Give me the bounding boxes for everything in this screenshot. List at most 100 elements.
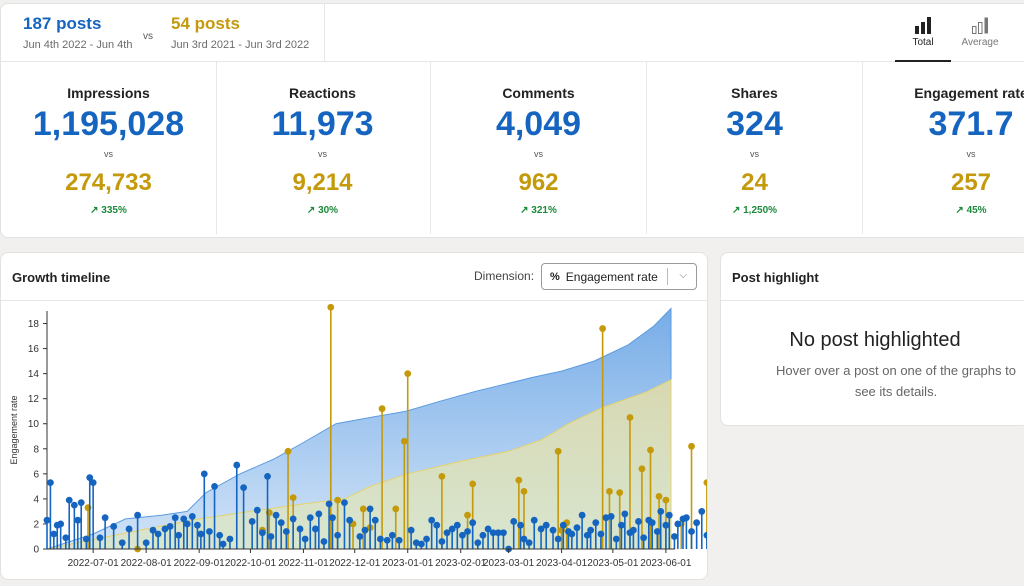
previous-post-point xyxy=(404,370,412,378)
x-tick-label: 2023-05-01 xyxy=(587,558,639,569)
metric-change: ↗ 30% xyxy=(306,205,339,216)
current-post-point xyxy=(248,518,256,525)
current-post-point xyxy=(272,511,280,519)
current-post-point xyxy=(640,534,648,542)
dimension-select[interactable]: % Engagement rate ⌵ xyxy=(541,263,697,290)
current-post-point xyxy=(395,536,403,544)
current-post-point xyxy=(346,516,353,524)
metric-previous-value: 257 xyxy=(950,169,992,196)
metric-previous-value: 24 xyxy=(741,169,768,196)
current-post-point xyxy=(671,533,678,540)
current-post-point xyxy=(597,530,605,538)
total-toggle[interactable]: Total xyxy=(895,14,951,62)
metric-current-value: 371.7 xyxy=(928,105,1014,143)
current-post-point xyxy=(592,519,600,527)
current-post-point xyxy=(648,519,656,527)
y-tick-label: 18 xyxy=(28,319,40,330)
current-post-point xyxy=(371,516,379,524)
x-tick-label: 2022-10-01 xyxy=(225,558,277,569)
current-post-point xyxy=(43,516,51,524)
previous-post-point xyxy=(400,437,408,445)
previous-post-point xyxy=(392,505,400,513)
current-date-range: Jun 4th 2022 - Jun 4th xyxy=(23,39,133,51)
current-post-point xyxy=(312,525,319,533)
current-post-point xyxy=(171,514,179,522)
current-post-point xyxy=(226,535,234,543)
x-tick-label: 2022-07-01 xyxy=(68,558,120,569)
current-post-point xyxy=(216,531,224,539)
current-post-point xyxy=(306,514,314,522)
percent-icon: % xyxy=(550,270,560,283)
previous-posts-count: 54 posts xyxy=(171,14,240,33)
dimension-select-value: Engagement rate xyxy=(565,269,658,284)
current-post-point xyxy=(383,536,391,544)
current-post-point xyxy=(418,540,425,548)
current-post-point xyxy=(77,499,85,507)
metric-previous-value: 274,733 xyxy=(65,169,152,196)
current-post-point xyxy=(618,521,625,529)
current-post-point xyxy=(484,525,492,533)
current-post-point xyxy=(101,514,109,522)
previous-post-point xyxy=(703,479,707,487)
current-post-point xyxy=(464,528,471,535)
current-post-point xyxy=(47,479,54,487)
previous-post-point xyxy=(359,505,367,513)
current-post-point xyxy=(428,516,436,524)
y-tick-label: 0 xyxy=(33,545,39,556)
current-post-point xyxy=(448,525,456,533)
growth-timeline-chart[interactable]: 0 2 4 6 8 10 12 14 16 18 Engagement rate 2022-07-01… xyxy=(1,301,707,579)
previous-post-point xyxy=(647,446,654,454)
previous-post-point xyxy=(327,303,335,311)
current-post-point xyxy=(329,514,336,522)
previous-post-point xyxy=(554,447,562,455)
previous-post-point xyxy=(638,465,646,473)
x-tick-label: 2023-04-01 xyxy=(536,558,588,569)
current-post-point xyxy=(474,539,482,547)
current-post-point xyxy=(233,461,241,469)
x-tick-label: 2023-03-01 xyxy=(483,558,535,569)
current-post-point xyxy=(253,506,261,514)
previous-post-point xyxy=(378,405,386,413)
current-post-point xyxy=(200,470,208,478)
current-post-point xyxy=(315,510,323,518)
x-tick-label: 2022-08-01 xyxy=(121,558,173,569)
current-post-point xyxy=(443,529,451,537)
current-post-point xyxy=(537,525,545,533)
current-post-point xyxy=(82,535,90,543)
x-tick-label: 2022-11-01 xyxy=(278,558,329,569)
current-post-point xyxy=(573,524,581,532)
current-post-point xyxy=(154,530,162,538)
current-post-point xyxy=(602,514,610,522)
x-tick-label: 2023-06-01 xyxy=(640,558,692,569)
y-tick-label: 2 xyxy=(33,519,39,530)
metric-comments: Comments 4,049 vs 962 ↗ 321% xyxy=(431,62,647,234)
current-post-point xyxy=(65,496,73,504)
current-post-point xyxy=(412,539,420,547)
current-post-point xyxy=(175,531,183,539)
total-toggle-label: Total xyxy=(912,37,934,48)
comparison-divider xyxy=(324,4,325,62)
metric-label: Engagement rate xyxy=(914,85,1024,101)
previous-cumulative-area xyxy=(46,379,672,550)
current-post-point xyxy=(334,531,342,539)
average-toggle[interactable]: Average xyxy=(952,14,1008,48)
previous-post-point xyxy=(289,494,297,502)
current-post-point xyxy=(494,529,502,537)
current-post-point xyxy=(183,520,191,528)
previous-post-point xyxy=(464,511,471,519)
current-post-point xyxy=(188,513,196,520)
metric-current-value: 324 xyxy=(726,105,783,143)
current-post-point xyxy=(70,501,78,509)
current-post-point xyxy=(259,529,266,537)
summary-card: 187 posts Jun 4th 2022 - Jun 4th vs 54 p… xyxy=(0,3,1024,238)
current-post-point xyxy=(194,521,201,529)
current-post-point xyxy=(612,535,620,543)
current-post-point xyxy=(50,530,58,538)
current-post-point xyxy=(469,519,477,527)
period-vs-label: vs xyxy=(143,31,153,42)
current-post-point xyxy=(688,528,695,535)
current-post-point xyxy=(149,526,157,534)
y-tick-label: 6 xyxy=(33,469,39,480)
metric-current-value: 1,195,028 xyxy=(32,105,185,143)
metric-change: ↗ 335% xyxy=(90,205,127,216)
